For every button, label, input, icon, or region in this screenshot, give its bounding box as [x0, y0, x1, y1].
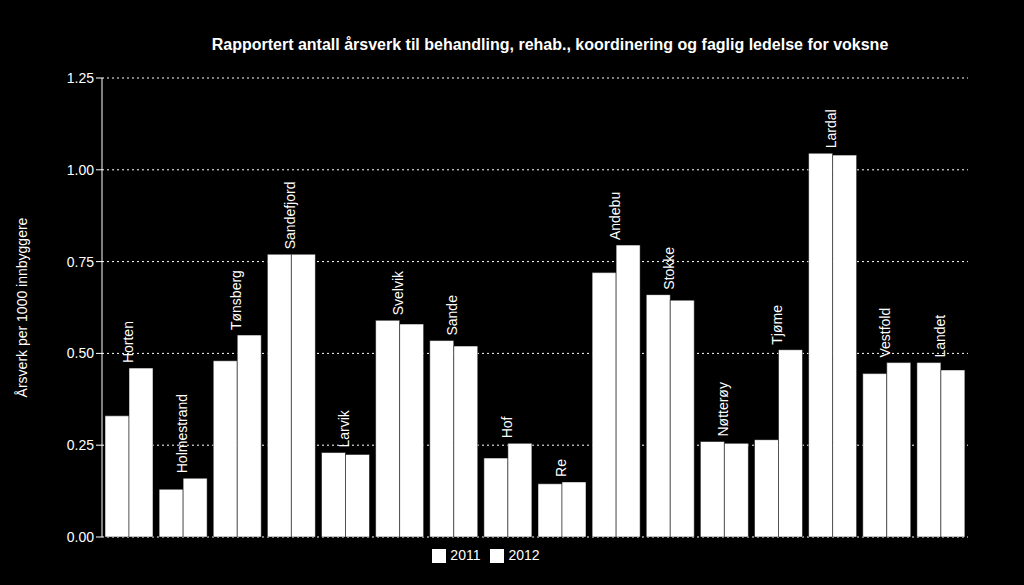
svg-text:Horten: Horten [120, 321, 136, 363]
svg-text:Stokke: Stokke [661, 247, 677, 290]
html-text:2012: 2012 [508, 547, 540, 563]
svg-text:1.00: 1.00 [67, 162, 94, 178]
html-text:Rapportert antall årsverk til: Rapportert antall årsverk til behandling… [211, 36, 889, 53]
svg-text:Andebu: Andebu [607, 192, 623, 240]
svg-text:Sande: Sande [444, 295, 460, 336]
svg-text:Tjøme: Tjøme [769, 305, 785, 345]
html-text:2011: 2011 [450, 547, 481, 563]
svg-text:Holmestrand: Holmestrand [174, 394, 190, 473]
svg-text:Landet: Landet [932, 315, 948, 358]
svg-text:Sandefjord: Sandefjord [282, 182, 298, 250]
svg-text:Vestfold: Vestfold [877, 308, 893, 358]
svg-text:Larvik: Larvik [336, 409, 352, 447]
svg-text:Hof: Hof [499, 416, 515, 438]
svg-text:0.00: 0.00 [67, 529, 94, 545]
svg-text:Nøtterøy: Nøtterøy [715, 382, 731, 436]
svg-text:Lardal: Lardal [823, 109, 839, 148]
svg-text:Re: Re [553, 459, 569, 477]
svg-text:0.25: 0.25 [67, 437, 94, 453]
svg-text:Tønsberg: Tønsberg [228, 270, 244, 330]
svg-text:Svelvik: Svelvik [390, 270, 406, 315]
svg-text:1.25: 1.25 [67, 70, 94, 86]
svg-text:0.50: 0.50 [67, 345, 94, 361]
svg-text:Årsverk per 1000 innbyggere: Årsverk per 1000 innbyggere [14, 217, 30, 397]
svg-text:0.75: 0.75 [67, 254, 94, 270]
